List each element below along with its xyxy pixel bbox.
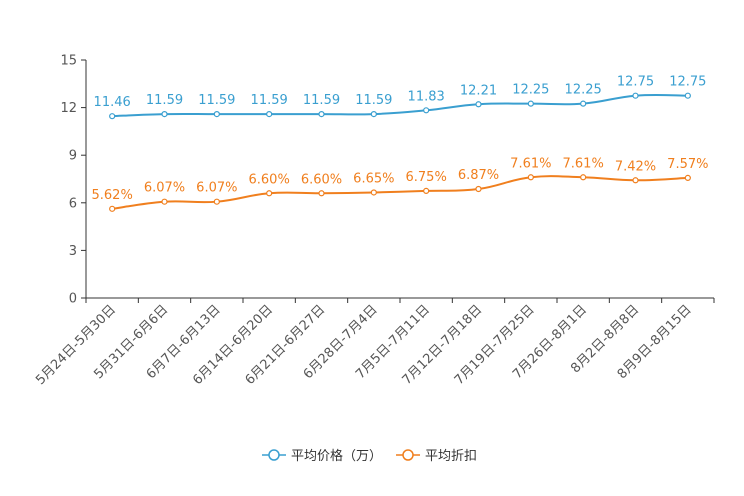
data-point bbox=[423, 187, 430, 194]
data-label: 11.59 bbox=[198, 93, 235, 108]
data-label: 7.57% bbox=[667, 157, 708, 172]
y-tick-label: 9 bbox=[69, 149, 77, 164]
series-line bbox=[112, 94, 688, 118]
data-label: 7.61% bbox=[563, 156, 604, 171]
data-point bbox=[161, 111, 168, 118]
data-point bbox=[318, 111, 325, 118]
y-tick-label: 12 bbox=[60, 101, 77, 116]
data-point bbox=[318, 190, 325, 197]
legend-label: 平均折扣 bbox=[425, 449, 477, 464]
data-point bbox=[161, 198, 168, 205]
y-axis: 0 3 6 9 12 15 bbox=[60, 54, 87, 307]
data-label: 12.25 bbox=[565, 83, 602, 98]
data-label: 12.75 bbox=[669, 75, 706, 90]
data-point bbox=[475, 101, 482, 108]
data-label: 12.21 bbox=[460, 83, 497, 98]
data-label: 6.07% bbox=[196, 181, 237, 196]
series-line bbox=[112, 175, 688, 210]
data-label: 6.60% bbox=[301, 172, 342, 187]
data-point bbox=[213, 198, 220, 205]
data-point bbox=[684, 92, 691, 99]
data-point bbox=[632, 177, 639, 184]
data-label: 11.59 bbox=[146, 93, 183, 108]
y-tick-label: 6 bbox=[69, 196, 77, 211]
data-label: 6.07% bbox=[144, 181, 185, 196]
data-label: 5.62% bbox=[92, 188, 133, 203]
data-label: 12.75 bbox=[617, 75, 654, 90]
data-label: 7.42% bbox=[615, 159, 656, 174]
data-point bbox=[580, 100, 587, 107]
data-label: 12.25 bbox=[512, 83, 549, 98]
legend-marker bbox=[402, 449, 414, 461]
data-label: 6.75% bbox=[406, 170, 447, 185]
data-label: 7.61% bbox=[510, 156, 551, 171]
data-point bbox=[266, 190, 273, 197]
series-2: 5.62% 6.07% 6.07% 6.60% 6.60% 6.65% 6.75% 6.87%… bbox=[92, 156, 708, 212]
y-tick-label: 0 bbox=[69, 292, 77, 307]
legend-item-1[interactable]: 平均价格（万） bbox=[262, 448, 382, 464]
data-label: 6.87% bbox=[458, 168, 499, 183]
legend-item-2[interactable]: 平均折扣 bbox=[396, 449, 477, 464]
data-point bbox=[580, 174, 587, 181]
series-layer: 11.46 11.59 11.59 11.59 11.59 11.59 11.83 12.21… bbox=[92, 75, 708, 212]
y-tick-label: 3 bbox=[69, 244, 77, 259]
data-point bbox=[423, 107, 430, 114]
x-axis: 5月24日-5月30日5月31日-6月6日6月7日-6月13日6月14日-6月2… bbox=[33, 297, 715, 388]
data-label: 11.46 bbox=[94, 95, 131, 110]
legend-marker bbox=[268, 449, 280, 461]
data-point bbox=[109, 205, 116, 212]
data-point bbox=[527, 100, 534, 107]
data-point bbox=[370, 111, 377, 118]
data-point bbox=[370, 189, 377, 196]
data-label: 6.60% bbox=[249, 172, 290, 187]
data-point bbox=[475, 185, 482, 193]
data-point bbox=[684, 174, 691, 181]
data-point bbox=[109, 113, 116, 120]
legend-label: 平均价格（万） bbox=[291, 448, 382, 464]
data-label: 11.59 bbox=[303, 93, 340, 108]
data-label: 11.83 bbox=[408, 89, 445, 104]
data-label: 11.59 bbox=[355, 93, 392, 108]
data-point bbox=[213, 111, 220, 118]
legend[interactable]: 平均价格（万） 平均折扣 bbox=[262, 448, 477, 464]
data-point bbox=[632, 92, 639, 99]
data-point bbox=[527, 174, 534, 181]
data-label: 11.59 bbox=[251, 93, 288, 108]
y-tick-label: 15 bbox=[60, 54, 77, 69]
data-label: 6.65% bbox=[353, 171, 394, 186]
data-point bbox=[266, 111, 273, 118]
series-1: 11.46 11.59 11.59 11.59 11.59 11.59 11.83 12.21… bbox=[94, 75, 706, 120]
